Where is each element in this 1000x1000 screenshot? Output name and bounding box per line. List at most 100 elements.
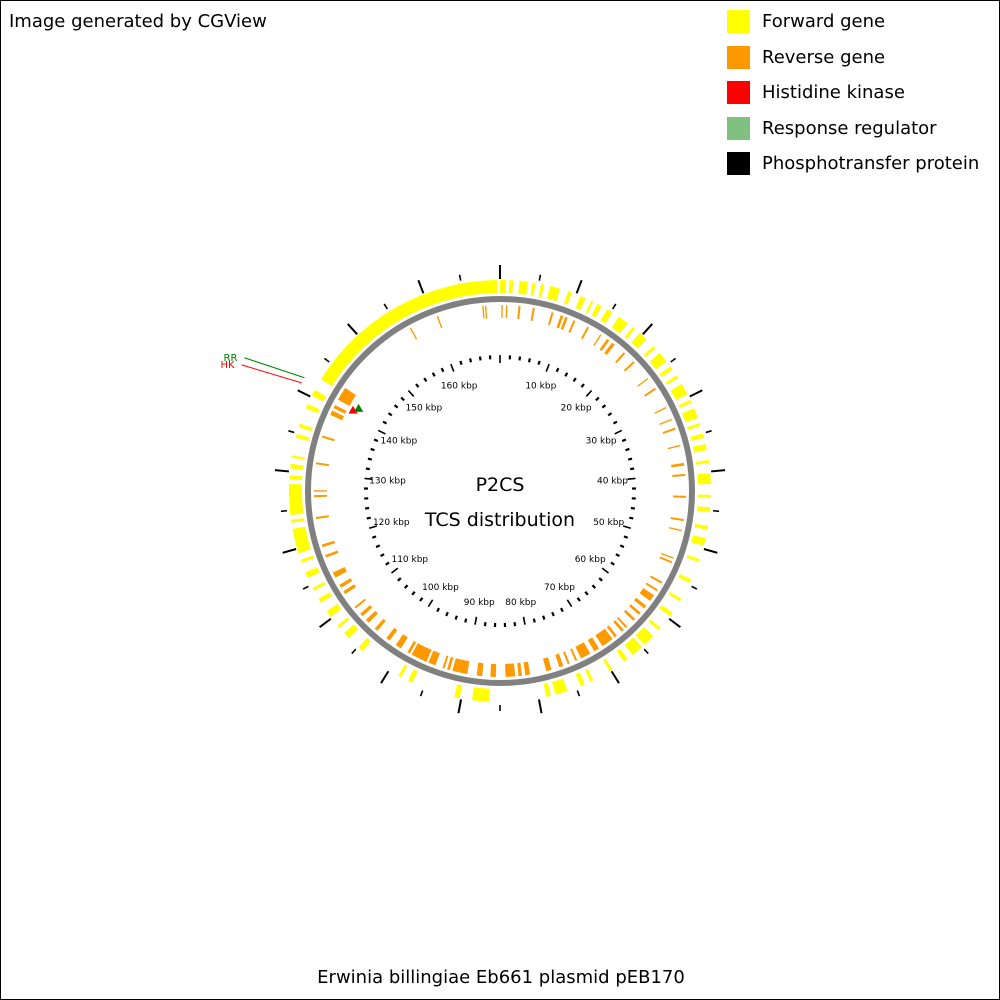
forward-gene bbox=[690, 433, 705, 442]
tick-mark bbox=[302, 585, 309, 590]
reverse-gene bbox=[672, 473, 686, 477]
reverse-gene bbox=[313, 490, 327, 492]
ruler-tick bbox=[614, 429, 623, 435]
ruler-tick bbox=[367, 457, 373, 461]
reverse-gene bbox=[595, 628, 613, 647]
reverse-gene bbox=[338, 387, 357, 406]
ruler-tick bbox=[387, 412, 393, 417]
callout-line bbox=[244, 357, 305, 379]
callout-line bbox=[241, 364, 302, 384]
reverse-gene bbox=[599, 338, 610, 352]
reverse-gene-track bbox=[313, 305, 686, 677]
ruler-tick bbox=[612, 420, 618, 425]
scale-label: 160 kbp bbox=[441, 382, 478, 392]
ruler-tick bbox=[619, 544, 625, 549]
reverse-gene bbox=[568, 320, 576, 333]
forward-gene bbox=[337, 617, 350, 628]
forward-gene bbox=[291, 455, 305, 460]
reverse-gene bbox=[315, 462, 330, 467]
ruler-tick bbox=[469, 358, 473, 363]
scale-label: 30 kbp bbox=[586, 437, 617, 447]
reverse-gene bbox=[671, 462, 685, 468]
tick-mark bbox=[417, 279, 425, 294]
forward-gene bbox=[697, 506, 711, 513]
reverse-gene bbox=[365, 610, 378, 623]
forward-gene bbox=[649, 352, 667, 370]
ruler-tick bbox=[607, 412, 613, 417]
forward-gene bbox=[538, 284, 545, 298]
ruler-tick bbox=[622, 525, 632, 529]
reverse-gene bbox=[484, 305, 488, 319]
ruler-tick bbox=[621, 438, 627, 443]
ruler-tick bbox=[373, 438, 379, 443]
tick-mark bbox=[280, 509, 287, 513]
ruler-tick bbox=[615, 553, 620, 558]
ruler-tick bbox=[564, 372, 569, 377]
reverse-gene bbox=[629, 604, 641, 615]
reverse-gene bbox=[428, 650, 440, 666]
tick-mark bbox=[419, 690, 424, 697]
ruler-tick bbox=[364, 477, 373, 480]
reverse-gene bbox=[615, 352, 626, 364]
ruler-tick bbox=[598, 577, 603, 582]
forward-gene bbox=[591, 303, 602, 318]
reverse-gene bbox=[442, 655, 449, 669]
forward-gene bbox=[659, 366, 673, 377]
forward-gene bbox=[600, 309, 613, 324]
tick-mark bbox=[610, 670, 620, 684]
reverse-gene bbox=[333, 405, 347, 414]
scale-label: 90 kbp bbox=[464, 598, 495, 608]
reverse-gene bbox=[315, 515, 329, 520]
legend-label: Phosphotransfer protein bbox=[762, 153, 980, 174]
outer-tick-marks bbox=[274, 265, 726, 714]
response-regulator-marker bbox=[354, 403, 364, 412]
tick-mark bbox=[668, 617, 681, 628]
tick-mark bbox=[323, 357, 330, 363]
reverse-gene bbox=[555, 653, 564, 668]
reverse-gene bbox=[672, 495, 686, 498]
ruler-tick bbox=[474, 616, 478, 625]
forward-gene bbox=[585, 300, 594, 314]
tick-mark bbox=[351, 648, 357, 655]
legend-label: Forward gene bbox=[762, 11, 886, 32]
forward-gene bbox=[290, 517, 305, 523]
reverse-gene bbox=[523, 661, 531, 676]
ruler-tick bbox=[566, 599, 573, 608]
reverse-gene bbox=[409, 327, 418, 340]
reverse-gene bbox=[407, 641, 417, 654]
tick-mark bbox=[288, 430, 295, 434]
ruler-tick bbox=[407, 389, 415, 397]
tick-mark bbox=[282, 548, 297, 554]
reverse-gene bbox=[623, 609, 636, 621]
ruler-tick bbox=[423, 377, 428, 383]
forward-gene bbox=[292, 526, 311, 554]
reverse-gene bbox=[386, 627, 398, 641]
reverse-gene bbox=[645, 582, 658, 592]
reverse-gene bbox=[670, 517, 684, 522]
reverse-gene bbox=[667, 444, 681, 450]
ruler-tick bbox=[370, 447, 375, 452]
ruler-tick bbox=[397, 577, 402, 582]
reverse-gene bbox=[662, 427, 676, 434]
ruler-tick bbox=[591, 584, 597, 589]
ruler-tick bbox=[415, 383, 420, 388]
tick-mark bbox=[705, 430, 712, 434]
forward-gene bbox=[289, 475, 303, 481]
ruler-tick bbox=[454, 615, 458, 620]
scale-label: 70 kbp bbox=[544, 583, 575, 593]
reverse-gene bbox=[543, 657, 552, 672]
forward-gene bbox=[305, 567, 320, 579]
tick-mark bbox=[703, 548, 718, 554]
ruler-tick bbox=[365, 467, 371, 471]
forward-gene bbox=[508, 280, 514, 294]
tick-mark bbox=[611, 303, 617, 310]
forward-gene bbox=[500, 280, 507, 294]
forward-gene bbox=[659, 605, 673, 617]
map-title: P2CS bbox=[476, 474, 525, 496]
tick-mark bbox=[691, 585, 698, 590]
forward-gene bbox=[295, 434, 310, 442]
scale-label: 130 kbp bbox=[369, 477, 406, 487]
forward-gene bbox=[575, 295, 586, 311]
ruler-tick bbox=[400, 396, 405, 402]
reverse-gene bbox=[325, 550, 339, 558]
